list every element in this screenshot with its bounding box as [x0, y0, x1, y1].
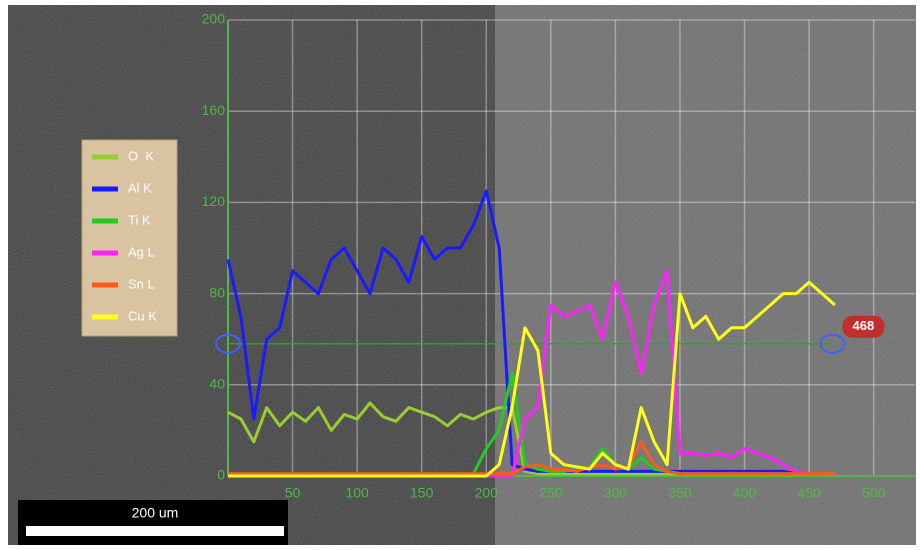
x-tick-label: 450	[797, 485, 821, 501]
legend-label: O K	[128, 148, 154, 163]
x-tick-label: 400	[733, 485, 757, 501]
y-tick-label: 200	[202, 11, 226, 27]
scale-bar-label: 200 um	[132, 505, 179, 521]
y-tick-label: 120	[202, 193, 226, 209]
scale-bar-box	[18, 500, 288, 545]
legend: O K Al K Ti K Ag L Sn L Cu K	[81, 139, 178, 337]
x-tick-label: 500	[862, 485, 886, 501]
plot: 0 40 80 120 160 200 50 100 150 200 250 300 350 400 450…	[202, 11, 915, 501]
y-tick-label: 160	[202, 102, 226, 118]
legend-box	[81, 139, 178, 337]
x-tick-label: 100	[345, 485, 369, 501]
legend-label: Sn L	[128, 276, 155, 291]
legend-label: Al K	[128, 180, 152, 195]
cursor-tag	[842, 315, 885, 338]
y-tick-label: 80	[209, 284, 225, 300]
legend-label: Ti K	[128, 212, 151, 227]
x-tick-label: 350	[668, 485, 692, 501]
y-tick-label: 40	[209, 376, 225, 392]
legend-label: Ag L	[128, 244, 155, 259]
x-tick-label: 250	[539, 485, 563, 501]
cursor-start	[215, 333, 241, 354]
scale-bar	[26, 526, 284, 536]
series-line	[228, 440, 835, 476]
y-tick-label: 0	[217, 467, 225, 483]
series-line	[228, 280, 836, 478]
x-tick-label: 300	[604, 485, 628, 501]
x-tick-label: 50	[285, 485, 301, 501]
series-line	[226, 189, 797, 476]
cursor-end	[819, 333, 846, 354]
legend-label: Cu K	[128, 308, 157, 323]
x-tick-label: 200	[475, 485, 499, 501]
cursor-label: 468	[853, 318, 875, 333]
x-tick-label: 150	[410, 485, 434, 501]
